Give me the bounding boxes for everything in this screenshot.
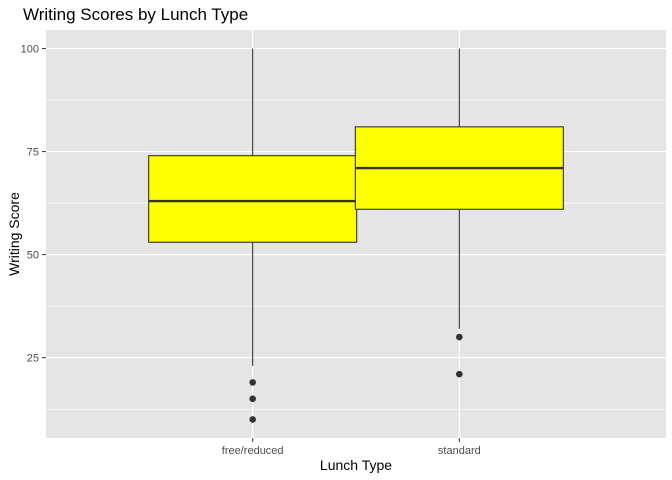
x-axis-ticks: free/reduced standard: [222, 438, 481, 457]
y-axis-ticks: 25 50 75 100: [21, 44, 46, 365]
y-tick-label: 50: [27, 250, 39, 262]
x-axis-title: Lunch Type: [320, 457, 392, 473]
x-tick-label: standard: [438, 445, 481, 457]
outlier-point: [456, 370, 463, 378]
box-iqr: [148, 155, 358, 243]
boxplot-1: [148, 48, 358, 423]
y-tick-label: 75: [27, 147, 39, 159]
outlier-point: [249, 416, 256, 423]
boxplots: [148, 48, 564, 423]
y-axis-title: Writing Score: [6, 192, 22, 276]
outlier-point: [456, 333, 463, 341]
outlier-point: [249, 395, 256, 403]
chart-title: Writing Scores by Lunch Type: [23, 5, 248, 24]
boxplot-2: [354, 48, 564, 378]
x-tick-label: free/reduced: [222, 445, 284, 457]
y-tick-label: 25: [27, 353, 39, 365]
outlier-point: [249, 379, 256, 386]
y-tick-label: 100: [21, 44, 39, 56]
